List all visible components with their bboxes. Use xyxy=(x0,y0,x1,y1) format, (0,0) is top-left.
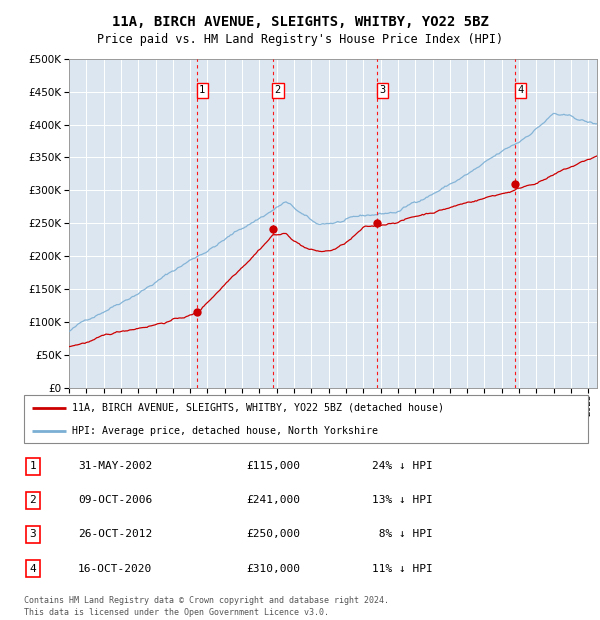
Text: HPI: Average price, detached house, North Yorkshire: HPI: Average price, detached house, Nort… xyxy=(72,426,378,436)
Text: This data is licensed under the Open Government Licence v3.0.: This data is licensed under the Open Gov… xyxy=(24,608,329,617)
Text: 11A, BIRCH AVENUE, SLEIGHTS, WHITBY, YO22 5BZ (detached house): 11A, BIRCH AVENUE, SLEIGHTS, WHITBY, YO2… xyxy=(72,403,444,413)
Text: 11% ↓ HPI: 11% ↓ HPI xyxy=(372,564,433,574)
Text: 4: 4 xyxy=(517,86,523,95)
Text: 3: 3 xyxy=(29,529,37,539)
Text: Price paid vs. HM Land Registry's House Price Index (HPI): Price paid vs. HM Land Registry's House … xyxy=(97,33,503,45)
Text: 3: 3 xyxy=(379,86,385,95)
Text: 24% ↓ HPI: 24% ↓ HPI xyxy=(372,461,433,471)
Text: 09-OCT-2006: 09-OCT-2006 xyxy=(78,495,152,505)
Text: 31-MAY-2002: 31-MAY-2002 xyxy=(78,461,152,471)
Text: 1: 1 xyxy=(199,86,205,95)
Text: 26-OCT-2012: 26-OCT-2012 xyxy=(78,529,152,539)
Text: £241,000: £241,000 xyxy=(246,495,300,505)
Text: 16-OCT-2020: 16-OCT-2020 xyxy=(78,564,152,574)
Text: £250,000: £250,000 xyxy=(246,529,300,539)
Text: £310,000: £310,000 xyxy=(246,564,300,574)
Text: £115,000: £115,000 xyxy=(246,461,300,471)
Text: 4: 4 xyxy=(29,564,37,574)
Text: 13% ↓ HPI: 13% ↓ HPI xyxy=(372,495,433,505)
Text: 1: 1 xyxy=(29,461,37,471)
Text: 11A, BIRCH AVENUE, SLEIGHTS, WHITBY, YO22 5BZ: 11A, BIRCH AVENUE, SLEIGHTS, WHITBY, YO2… xyxy=(112,16,488,29)
Text: 2: 2 xyxy=(29,495,37,505)
Text: Contains HM Land Registry data © Crown copyright and database right 2024.: Contains HM Land Registry data © Crown c… xyxy=(24,596,389,604)
Text: 8% ↓ HPI: 8% ↓ HPI xyxy=(372,529,433,539)
Text: 2: 2 xyxy=(275,86,281,95)
